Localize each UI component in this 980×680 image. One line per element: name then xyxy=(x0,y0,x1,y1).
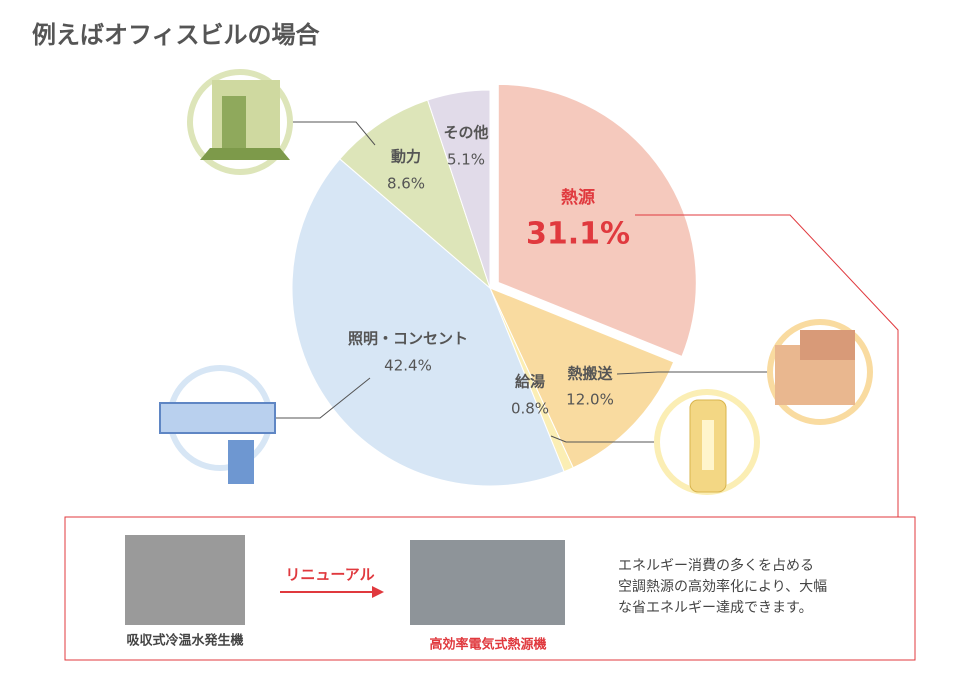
slice-name: 熱搬送 xyxy=(567,365,613,383)
machine-before xyxy=(125,535,245,625)
leader xyxy=(272,377,371,419)
slice xyxy=(497,83,697,358)
slice-value: 0.8% xyxy=(511,400,549,418)
slice-value: 5.1% xyxy=(447,151,485,169)
slice-name: 給湯 xyxy=(515,373,545,391)
slice-name: 動力 xyxy=(391,148,421,166)
icon-lighting xyxy=(159,365,276,484)
after-label: 高効率電気式熱源機 xyxy=(429,637,546,653)
icon-transport xyxy=(767,319,873,425)
slice-value: 8.6% xyxy=(387,175,425,193)
pie: 熱源 31.1% 熱搬送 12.0% 給湯 0.8% 照明・コンセント 42.4% 動力 8.6%… xyxy=(291,83,697,487)
leader xyxy=(550,435,660,443)
slice xyxy=(339,99,492,290)
slice-value: 31.1% xyxy=(526,217,630,252)
icon-power xyxy=(187,69,293,175)
arrow-label: リニューアル xyxy=(285,566,374,584)
icon-hotwater xyxy=(654,389,760,495)
slice xyxy=(291,158,565,487)
before-label: 吸収式冷温水発生機 xyxy=(126,633,243,649)
description: な省エネルギー達成できます。 xyxy=(618,600,813,616)
arrow-head xyxy=(372,586,384,598)
leader xyxy=(292,121,376,146)
slice-name: 照明・コンセント xyxy=(348,330,468,348)
slice-name: その他 xyxy=(443,124,488,142)
machine-after xyxy=(410,540,565,625)
slice-value: 42.4% xyxy=(384,357,432,375)
description: エネルギー消費の多くを占める xyxy=(618,557,814,574)
slice-value: 12.0% xyxy=(566,391,614,409)
description: 空調熱源の高効率化により、大幅 xyxy=(618,578,827,595)
slice xyxy=(489,287,675,469)
slice xyxy=(427,89,491,289)
title: 例えばオフィスビルの場合 xyxy=(32,21,321,49)
slice-name: 熱源 xyxy=(561,187,595,208)
leader xyxy=(616,371,772,375)
leader-red xyxy=(635,214,899,517)
